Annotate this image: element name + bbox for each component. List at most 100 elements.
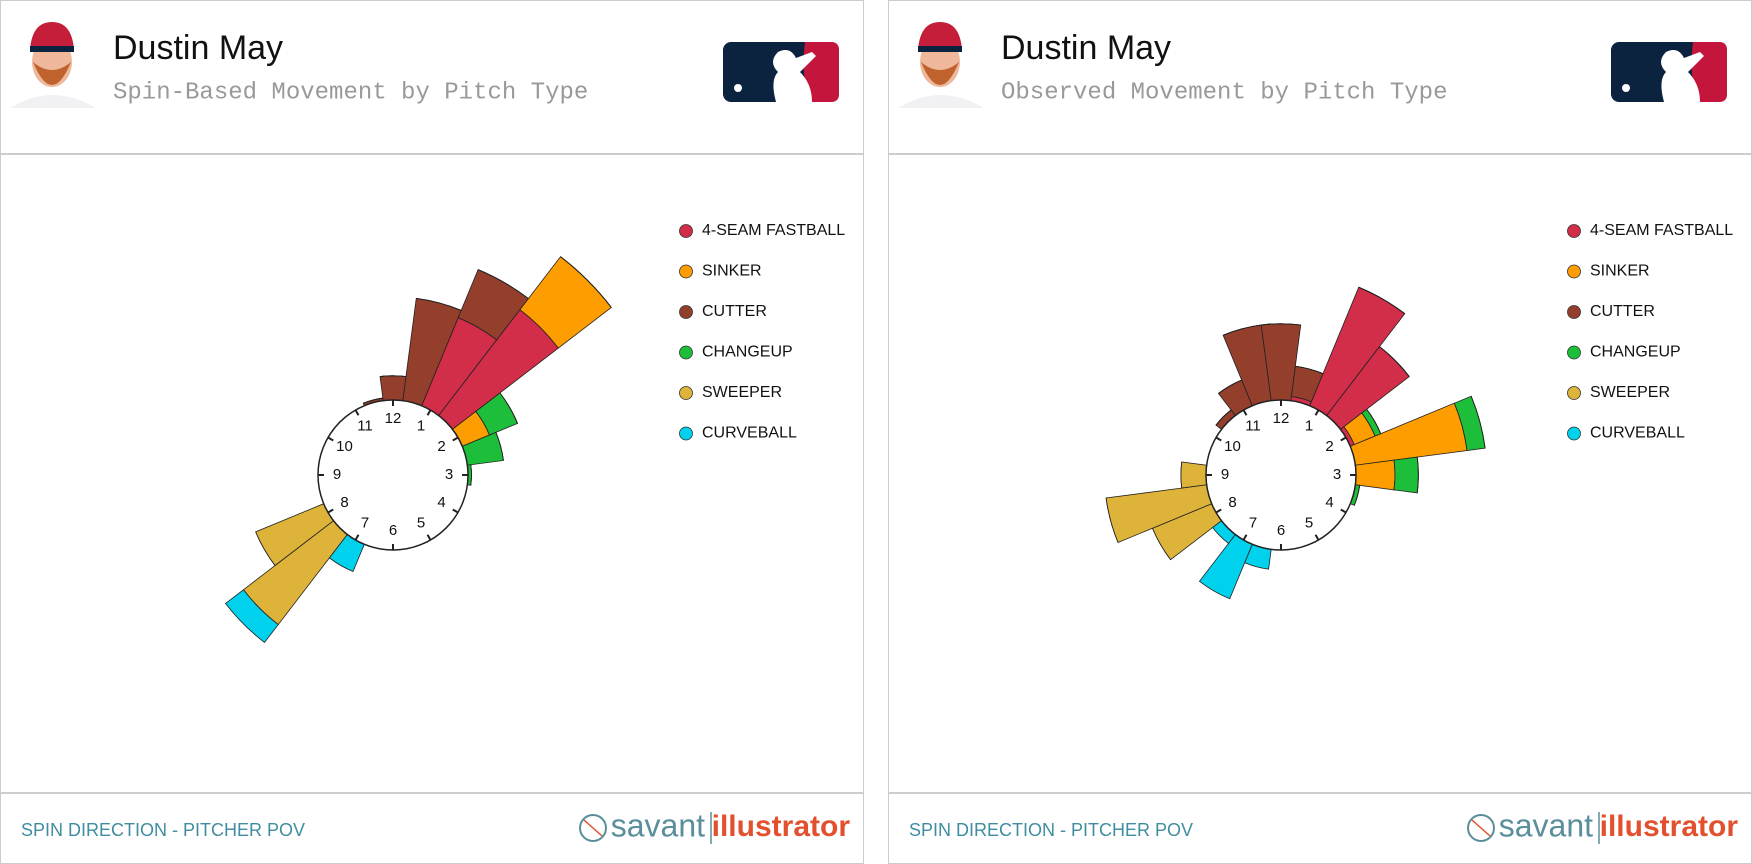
brand-illustrator: illustrator — [1600, 810, 1739, 843]
clock-label: 10 — [1224, 438, 1241, 455]
clock-label: 2 — [1325, 438, 1333, 455]
clock-tick — [354, 534, 360, 541]
brand-ball — [579, 814, 607, 842]
legend-label: CURVEBALL — [702, 425, 797, 442]
clock-tick — [354, 409, 360, 416]
beard — [33, 62, 71, 85]
clock-tick — [426, 534, 432, 541]
clock-tick — [1242, 409, 1248, 416]
legend-label: SINKER — [702, 263, 762, 280]
wedge — [1416, 457, 1419, 493]
clock-label: 3 — [1333, 466, 1341, 483]
legend-dot — [1567, 345, 1581, 360]
legend-label: CUTTER — [702, 303, 767, 320]
clock-tick — [1314, 534, 1320, 541]
wedge — [224, 589, 279, 644]
clock-label: 1 — [417, 417, 425, 434]
logo-silhouette — [1661, 50, 1704, 102]
legend-dot — [679, 345, 693, 360]
legend-dot — [679, 426, 693, 441]
cap — [30, 22, 74, 50]
brand-savant: savant — [1499, 807, 1593, 843]
clock-label: 9 — [333, 466, 341, 483]
legend-label: SWEEPER — [702, 384, 782, 401]
clock-label: 11 — [357, 417, 373, 434]
clock-label: 7 — [361, 514, 369, 531]
headshot — [10, 22, 96, 108]
legend-label: CURVEBALL — [1590, 425, 1685, 442]
wedge — [379, 375, 407, 402]
wedge — [1354, 459, 1396, 491]
clock-label: 4 — [437, 494, 445, 511]
legend-dot — [1567, 426, 1581, 441]
clock-label: 12 — [1273, 410, 1290, 427]
chart-subtitle: Spin-Based Movement by Pitch Type — [113, 79, 588, 106]
legend-dot — [1567, 386, 1581, 400]
clock-tick — [327, 436, 334, 442]
player-name: Dustin May — [1001, 29, 1171, 67]
wedge — [1261, 323, 1301, 326]
beard — [921, 62, 959, 85]
legend-dot — [679, 386, 693, 400]
clock-tick — [426, 409, 432, 416]
clock-label: 12 — [385, 410, 402, 427]
caption: SPIN DIRECTION - PITCHER POV — [21, 820, 305, 840]
legend-label: CUTTER — [1590, 303, 1655, 320]
clock-label: 2 — [437, 438, 445, 455]
clock-tick — [1340, 436, 1347, 442]
panel: Dustin May Spin-Based Movement by Pitch T… — [0, 0, 864, 864]
clock-label: 10 — [336, 438, 353, 455]
cap — [918, 22, 962, 50]
cap-brim — [918, 46, 962, 52]
wedge — [495, 432, 504, 461]
wedge — [1180, 461, 1183, 489]
legend-label: CHANGEUP — [1590, 344, 1681, 361]
legend-dot — [679, 224, 693, 238]
clock-tick — [1340, 508, 1347, 514]
mlb-logo — [723, 42, 839, 102]
brand-ball-seam — [583, 819, 603, 837]
clock-tick — [327, 508, 334, 514]
chart-subtitle: Observed Movement by Pitch Type — [1001, 79, 1447, 106]
clock-tick — [452, 508, 459, 514]
headshot — [898, 22, 984, 108]
clock-tick — [452, 436, 459, 442]
legend-label: 4-SEAM FASTBALL — [702, 222, 845, 239]
shoulders — [10, 95, 96, 108]
brand-ball-seam — [1471, 819, 1491, 837]
panel: Dustin May Observed Movement by Pitch Typ… — [888, 0, 1752, 864]
shoulders — [898, 95, 984, 108]
clock-tick — [1215, 508, 1222, 514]
caption: SPIN DIRECTION - PITCHER POV — [909, 820, 1193, 840]
logo-silhouette — [773, 50, 816, 102]
legend-label: 4-SEAM FASTBALL — [1590, 222, 1733, 239]
clock-label: 11 — [1245, 417, 1261, 434]
wedge — [1215, 409, 1232, 426]
clock-label: 7 — [1249, 514, 1257, 531]
clock-label: 4 — [1325, 494, 1333, 511]
mlb-logo — [1611, 42, 1727, 102]
wedge — [1393, 456, 1419, 494]
legend-dot — [1567, 224, 1581, 238]
brand-savant: savant — [611, 807, 705, 843]
clock-label: 9 — [1221, 466, 1229, 483]
legend-label: SWEEPER — [1590, 384, 1670, 401]
clock-label: 8 — [340, 494, 348, 511]
brand-illustrator: illustrator — [712, 810, 851, 843]
wedge — [1105, 497, 1119, 543]
clock-label: 3 — [445, 466, 453, 483]
wedge — [1470, 396, 1486, 449]
cap-brim — [30, 46, 74, 52]
logo-ball — [1622, 84, 1630, 92]
logo-ball — [734, 84, 742, 92]
legend-dot — [679, 264, 693, 279]
clock-label: 5 — [417, 514, 425, 531]
clock-label: 1 — [1305, 417, 1313, 434]
clock-tick — [1242, 534, 1248, 541]
wedge — [477, 269, 529, 299]
clock-label: 8 — [1228, 494, 1236, 511]
legend-dot — [1567, 305, 1581, 319]
wedge — [1152, 528, 1171, 560]
brand-ball — [1467, 814, 1495, 842]
